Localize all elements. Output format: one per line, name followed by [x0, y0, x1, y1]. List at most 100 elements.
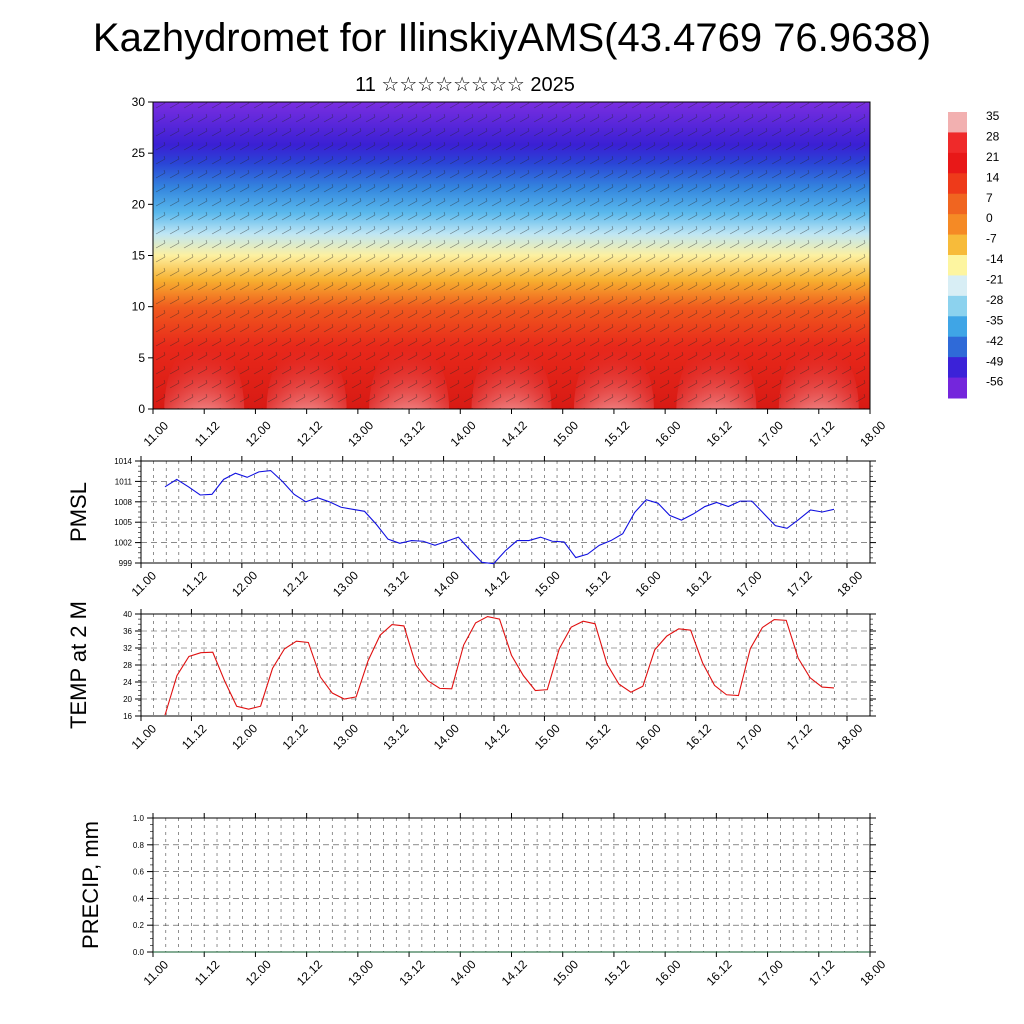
colorbar-label: -21 [986, 273, 1004, 287]
ytick-label: 1014 [114, 457, 132, 466]
section-ytick-label: 0 [138, 402, 145, 416]
xtick-label: 16.12 [704, 957, 735, 988]
xtick-label: 17.00 [755, 957, 786, 988]
xtick-label: 13.00 [345, 957, 376, 988]
colorbar-label: 21 [986, 150, 1000, 164]
colorbar-label: 28 [986, 129, 1000, 143]
pmsl-panel: 999 1002 1005 1008 1011 1014 11.00 11.12 12.00 12… [66, 456, 876, 599]
colorbar: 35 28 21 14 7 0 -7 -14 -21 -28 -35 -42 -49 -56 [948, 109, 1004, 399]
colorbar-label: -35 [986, 313, 1004, 327]
ytick-label: 20 [123, 695, 132, 704]
series-line [164, 615, 835, 716]
xtick-label: 12.12 [294, 957, 325, 988]
section-xtick-label: 15.12 [601, 418, 632, 449]
xtick-label: 11.12 [179, 721, 210, 752]
xtick-label: 12.12 [280, 721, 311, 752]
colorbar-label: 7 [986, 191, 993, 205]
xtick-label: 11.12 [179, 568, 210, 599]
section-ytick-label: 10 [132, 300, 146, 314]
colorbar-segment [948, 316, 967, 338]
xtick-label: 11.00 [129, 568, 160, 599]
xtick-label: 13.12 [396, 957, 427, 988]
xtick-label: 15.00 [532, 568, 563, 599]
ytick-label: 1005 [114, 518, 132, 527]
colorbar-segment [948, 295, 967, 317]
xtick-label: 17.12 [784, 721, 815, 752]
colorbar-segment [948, 173, 967, 195]
ytick-label: 0.0 [133, 948, 145, 957]
y-axis-label: TEMP at 2 M [66, 601, 91, 729]
xtick-label: 11.00 [129, 721, 160, 752]
section-ytick-label: 15 [132, 249, 146, 263]
xtick-label: 14.12 [499, 957, 530, 988]
precip-panel: 0.0 0.2 0.4 0.6 0.8 1.0 11.00 11.12 12.00 12.12 13… [78, 813, 889, 988]
xtick-label: 14.00 [431, 721, 462, 752]
xtick-label: 18.00 [834, 568, 865, 599]
panel-frame [140, 613, 871, 717]
xtick-label: 14.12 [481, 568, 512, 599]
section-xtick-label: 17.00 [755, 418, 786, 449]
section-ytick-label: 5 [138, 351, 145, 365]
colorbar-label: -56 [986, 375, 1004, 389]
ytick-label: 36 [123, 627, 132, 636]
ytick-label: 16 [123, 712, 132, 721]
temp-panel: 16 20 24 28 32 36 40 11.00 11.12 12.00 12.12 13.00 1… [66, 601, 876, 752]
section-xtick-label: 12.12 [294, 418, 325, 449]
wind-barbs [153, 102, 870, 409]
xtick-label: 16.00 [633, 568, 664, 599]
xtick-label: 12.00 [243, 957, 274, 988]
xtick-label: 18.00 [834, 721, 865, 752]
ytick-label: 24 [123, 678, 132, 687]
xtick-label: 15.12 [582, 721, 613, 752]
ytick-label: 0.2 [133, 921, 145, 930]
colorbar-label: -49 [986, 354, 1004, 368]
xtick-label: 16.12 [683, 721, 714, 752]
colorbar-segment [948, 214, 967, 236]
xtick-label: 17.12 [784, 568, 815, 599]
chart-subtitle: 11 ☆☆☆☆☆☆☆☆ 2025 [355, 74, 575, 96]
colorbar-segment [948, 275, 967, 297]
xtick-label: 16.00 [652, 957, 683, 988]
colorbar-segment [948, 357, 967, 379]
xtick-label: 15.00 [550, 957, 581, 988]
ytick-label: 0.8 [133, 841, 145, 850]
xtick-label: 11.12 [192, 957, 223, 988]
colorbar-segment [948, 112, 967, 133]
colorbar-segment [948, 255, 967, 276]
section-xtick-label: 12.00 [243, 418, 274, 449]
colorbar-label: -14 [986, 252, 1004, 266]
xtick-label: 12.00 [229, 721, 260, 752]
xtick-label: 12.12 [280, 568, 311, 599]
colorbar-label: -7 [986, 232, 997, 246]
xtick-label: 15.00 [532, 721, 563, 752]
section-ytick-label: 30 [132, 95, 146, 109]
section-xtick-label: 11.12 [192, 418, 223, 449]
xtick-label: 14.00 [431, 568, 462, 599]
ytick-label: 0.4 [133, 894, 145, 903]
xtick-label: 13.12 [380, 568, 411, 599]
ytick-label: 1008 [114, 498, 132, 507]
ytick-label: 32 [123, 644, 132, 653]
xtick-label: 16.00 [633, 721, 664, 752]
ytick-label: 1002 [114, 539, 132, 548]
section-xtick-label: 15.00 [550, 418, 581, 449]
colorbar-segment [948, 377, 967, 399]
chart-title: Kazhydromet for IlinskiyAMS(43.4769 76.9… [92, 16, 932, 60]
section-plot: 0 5 10 15 20 25 30 11.00 11.12 12.00 12.12 13.00 13.… [132, 95, 889, 449]
section-xtick-label: 14.00 [448, 418, 479, 449]
ytick-label: 28 [123, 661, 132, 670]
xtick-label: 12.00 [229, 568, 260, 599]
colorbar-segment [948, 152, 967, 174]
xtick-label: 16.12 [683, 568, 714, 599]
colorbar-segment [948, 193, 967, 215]
colorbar-segment [948, 132, 967, 154]
section-xtick-label: 11.00 [141, 418, 172, 449]
section-ytick-label: 20 [132, 197, 146, 211]
xtick-label: 13.00 [330, 568, 361, 599]
series-line [164, 469, 835, 565]
xtick-label: 13.12 [380, 721, 411, 752]
xtick-label: 14.00 [448, 957, 479, 988]
section-xtick-label: 17.12 [806, 418, 837, 449]
xtick-label: 15.12 [582, 568, 613, 599]
section-ytick-label: 25 [132, 146, 146, 160]
